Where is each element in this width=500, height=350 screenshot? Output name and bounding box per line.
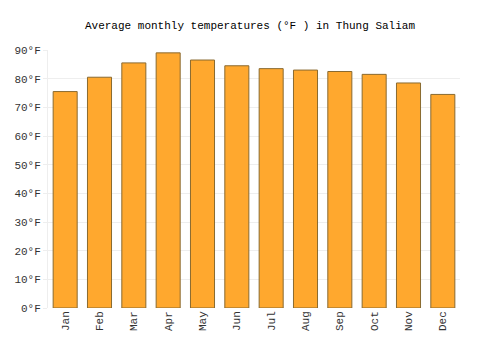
- svg-text:50°F: 50°F: [14, 160, 40, 172]
- svg-text:Apr: Apr: [163, 311, 175, 331]
- svg-text:Dec: Dec: [437, 311, 449, 331]
- svg-text:Mar: Mar: [128, 311, 140, 331]
- svg-text:Aug: Aug: [300, 311, 312, 331]
- svg-text:Oct: Oct: [369, 311, 381, 331]
- svg-text:0°F: 0°F: [21, 303, 41, 315]
- svg-text:80°F: 80°F: [14, 74, 40, 86]
- svg-text:10°F: 10°F: [14, 274, 40, 286]
- svg-text:30°F: 30°F: [14, 217, 40, 229]
- svg-text:Nov: Nov: [403, 311, 415, 331]
- svg-text:90°F: 90°F: [14, 45, 40, 57]
- svg-text:70°F: 70°F: [14, 102, 40, 114]
- svg-text:Feb: Feb: [94, 311, 106, 331]
- svg-text:Jun: Jun: [231, 311, 243, 331]
- svg-text:Jan: Jan: [60, 311, 72, 331]
- svg-text:Average monthly temperatures (: Average monthly temperatures (°F ) in Th…: [85, 20, 415, 32]
- svg-text:May: May: [197, 311, 209, 331]
- svg-text:60°F: 60°F: [14, 131, 40, 143]
- svg-text:20°F: 20°F: [14, 246, 40, 258]
- svg-text:Sep: Sep: [334, 311, 346, 331]
- svg-text:Jul: Jul: [266, 311, 278, 331]
- svg-text:40°F: 40°F: [14, 188, 40, 200]
